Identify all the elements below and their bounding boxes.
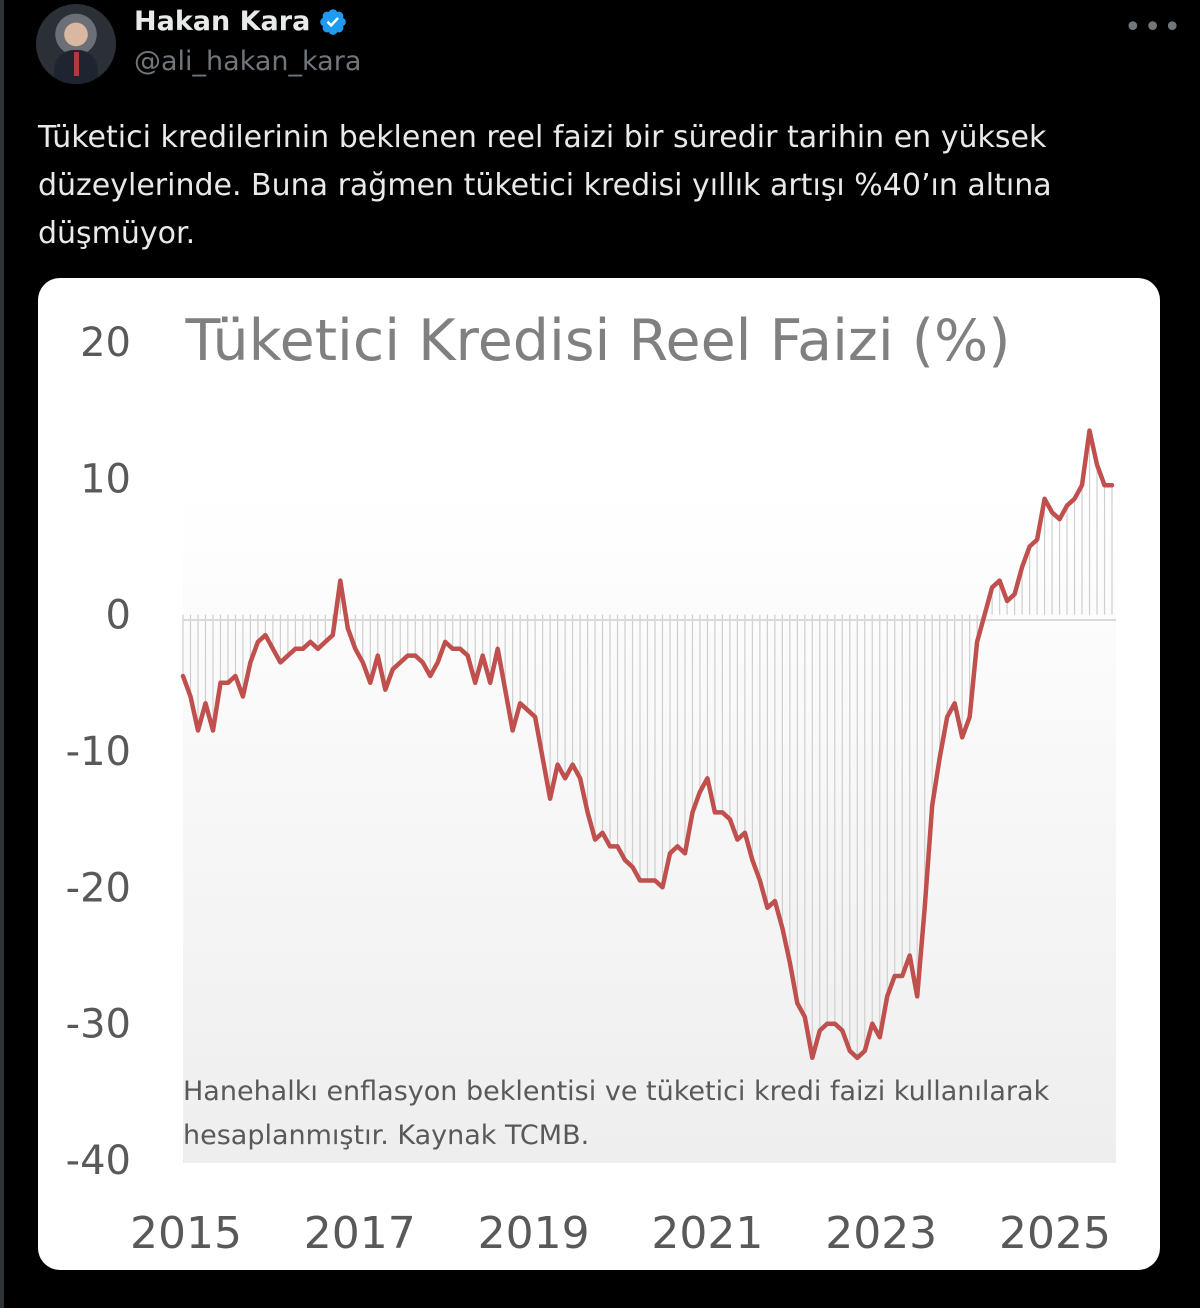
avatar[interactable]	[36, 4, 116, 84]
series-line-real-interest	[180, 428, 1115, 1061]
chart-note-line-2: hesaplanmıştır. Kaynak TCMB.	[183, 1120, 589, 1151]
y-tick-label: -40	[66, 1138, 131, 1184]
x-axis-ticks: 2015 2017 2019 2021 2023 2025	[130, 1208, 1111, 1259]
x-tick-label: 2023	[825, 1208, 937, 1259]
author-row: Hakan Kara	[134, 6, 348, 37]
author-handle[interactable]: @ali_hakan_kara	[134, 46, 362, 77]
x-tick-label: 2019	[478, 1208, 590, 1259]
y-tick-label: -10	[66, 729, 131, 775]
avatar-tie	[74, 52, 79, 76]
tweet-text: Tüketici kredilerinin beklenen reel faiz…	[38, 120, 1052, 251]
verified-check-shape	[326, 16, 340, 27]
y-tick-label: -20	[66, 865, 131, 911]
verified-badge-icon	[320, 8, 347, 35]
x-tick-label: 2017	[304, 1208, 416, 1259]
chart: Tüketici Kredisi Reel Faizi (%) 20 10 0 -10…	[66, 308, 1116, 1259]
tweet-media-chart[interactable]: Tüketici Kredisi Reel Faizi (%) 20 10 0 -10…	[38, 278, 1160, 1270]
x-tick-label: 2021	[651, 1208, 763, 1259]
chart-title: Tüketici Kredisi Reel Faizi (%)	[185, 308, 1011, 374]
y-axis-ticks: 20 10 0 -10 -20 -30 -40	[66, 320, 131, 1184]
chart-note-line-1: Hanehalkı enflasyon beklentisi ve tüketi…	[183, 1076, 1050, 1107]
author-name[interactable]: Hakan Kara	[134, 6, 311, 37]
y-tick-label: 0	[106, 593, 131, 639]
y-tick-label: 20	[80, 320, 131, 366]
more-horizontal-icon[interactable]: •••	[1124, 10, 1184, 45]
y-tick-label: -30	[66, 1002, 131, 1048]
y-tick-label: 10	[80, 456, 131, 502]
x-tick-label: 2015	[130, 1208, 242, 1259]
plot-area-background	[183, 491, 1116, 1163]
timeline-border	[0, 0, 4, 1308]
x-tick-label: 2025	[999, 1208, 1111, 1259]
